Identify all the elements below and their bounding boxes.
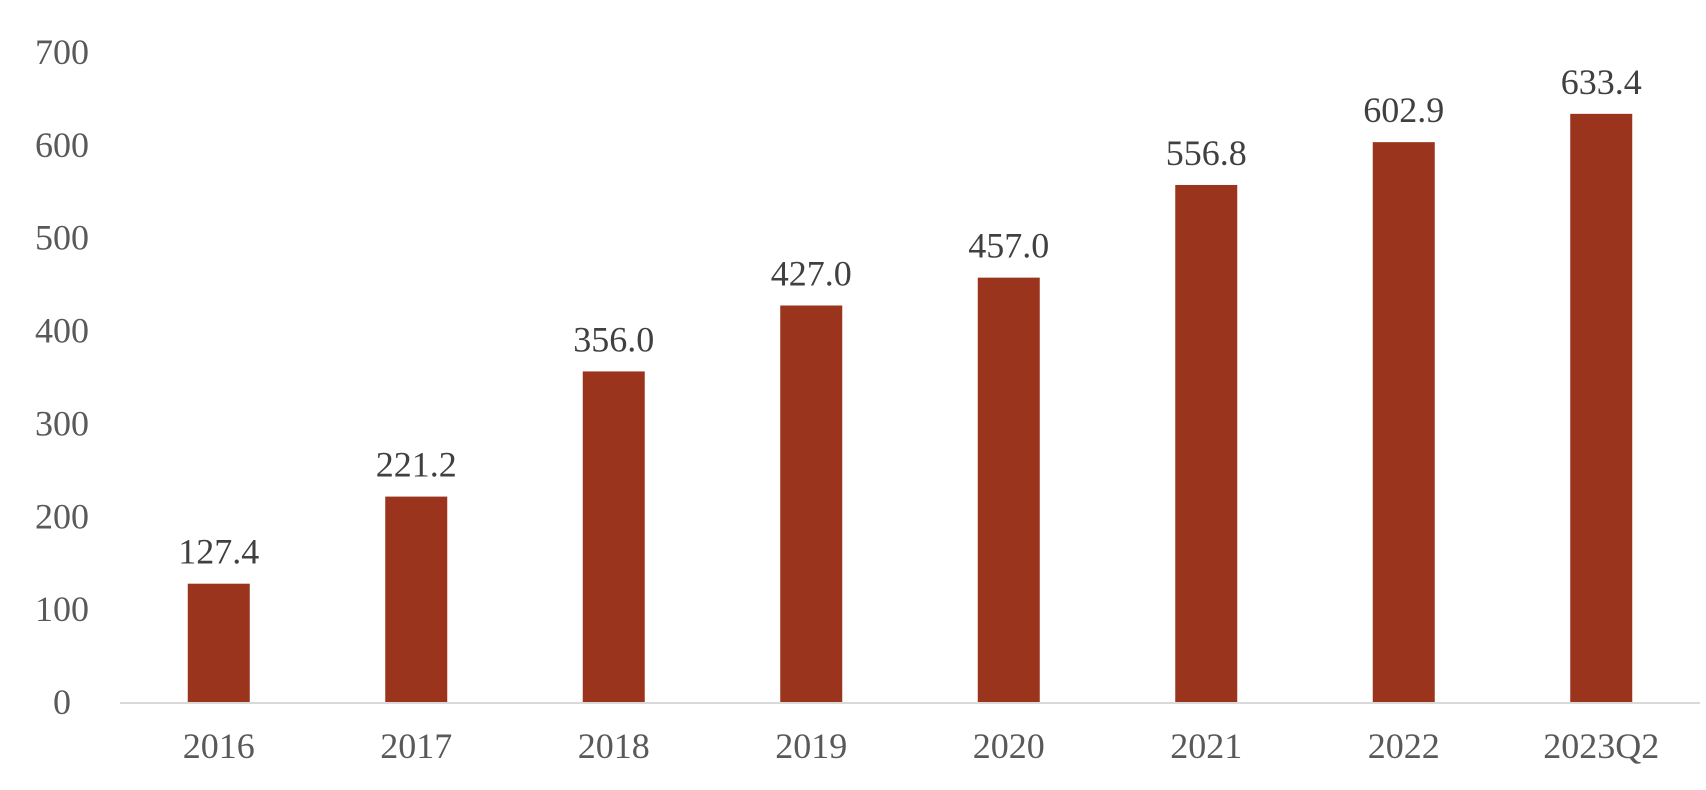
bar-2020 bbox=[977, 277, 1040, 702]
y-tick-label: 600 bbox=[35, 125, 89, 165]
data-label-2022: 602.9 bbox=[1363, 90, 1444, 130]
data-label-2021: 556.8 bbox=[1166, 133, 1247, 173]
x-axis-ticks: 2016 2017 2018 2019 2020 2021 2022 2023Q2 bbox=[183, 726, 1660, 766]
bar-2021 bbox=[1175, 184, 1238, 702]
data-label-2023Q2: 633.4 bbox=[1561, 62, 1642, 102]
x-tick-label-2016: 2016 bbox=[183, 726, 255, 766]
x-tick-label-2017: 2017 bbox=[380, 726, 452, 766]
data-label-2016: 127.4 bbox=[178, 532, 259, 572]
bar-2019 bbox=[780, 305, 843, 702]
y-tick-label: 300 bbox=[35, 403, 89, 443]
x-tick-label-2022: 2022 bbox=[1368, 726, 1440, 766]
bar-series bbox=[187, 113, 1633, 703]
y-tick-label: 100 bbox=[35, 589, 89, 629]
y-tick-label: 500 bbox=[35, 218, 89, 258]
x-tick-label-2019: 2019 bbox=[775, 726, 847, 766]
x-tick-label-2020: 2020 bbox=[973, 726, 1045, 766]
y-tick-label: 200 bbox=[35, 496, 89, 536]
y-tick-label: 700 bbox=[35, 32, 89, 72]
bar-2016 bbox=[187, 583, 250, 702]
data-label-2020: 457.0 bbox=[968, 226, 1049, 266]
x-tick-label-2021: 2021 bbox=[1170, 726, 1242, 766]
x-tick-label-2018: 2018 bbox=[578, 726, 650, 766]
y-tick-label: 400 bbox=[35, 311, 89, 351]
bar-2022 bbox=[1372, 142, 1435, 702]
bar-2023Q2 bbox=[1570, 113, 1633, 703]
data-labels: 127.4 221.2 356.0 427.0 457.0 556.8 602.9 633.4 bbox=[178, 62, 1642, 572]
data-label-2019: 427.0 bbox=[771, 254, 852, 294]
bar-2017 bbox=[385, 496, 448, 702]
data-label-2017: 221.2 bbox=[376, 445, 457, 485]
y-axis-ticks: 0 100 200 300 400 500 600 700 bbox=[35, 32, 89, 722]
bar-2018 bbox=[582, 371, 645, 702]
y-tick-label: 0 bbox=[53, 682, 71, 722]
x-tick-label-2023Q2: 2023Q2 bbox=[1543, 726, 1659, 766]
data-label-2018: 356.0 bbox=[573, 319, 654, 359]
